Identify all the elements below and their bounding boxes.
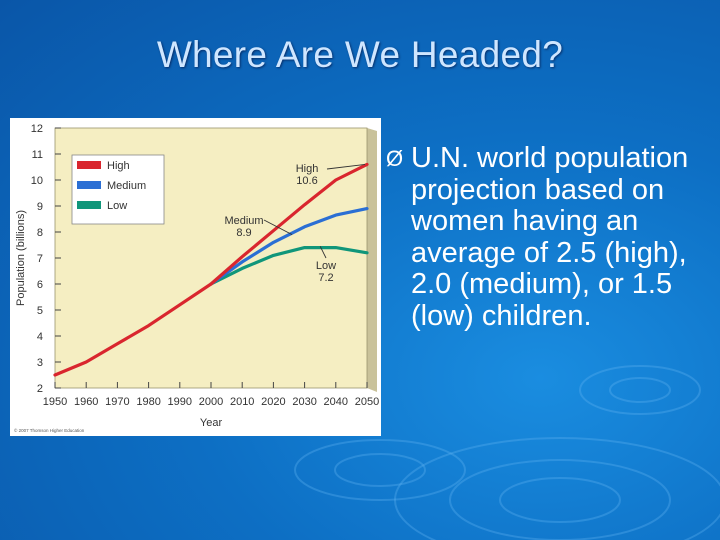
- legend-swatch-low: [77, 201, 101, 209]
- y-axis-label: Population (billions): [15, 210, 27, 306]
- y-tick-label: 8: [37, 227, 43, 239]
- series-line-low: [209, 246, 369, 286]
- y-tick-label: 11: [32, 149, 43, 161]
- annotation-leader-high: [326, 163, 366, 170]
- y-tick-label: 2: [37, 383, 43, 395]
- copyright-credit: © 2007 Thomson Higher Education: [14, 427, 85, 433]
- series-line-medium: [209, 206, 369, 286]
- chart-canvas: 2 3 4 5 6 7 8 9 10 11 12 1950 1960 1970 1980 1990 2000 20…: [14, 123, 379, 433]
- y-tick-label: 7: [37, 253, 43, 265]
- bullet-point: Ø U.N. world population projection based…: [386, 142, 716, 332]
- legend-swatch-medium: [77, 181, 101, 189]
- legend-swatch-high: [77, 161, 101, 169]
- series-line-high: [209, 162, 369, 286]
- population-projection-chart: 2 3 4 5 6 7 8 9 10 11 12 1950 1960 1970 1980 1990 2000 20…: [10, 118, 381, 436]
- legend-label-low: Low: [107, 200, 127, 212]
- x-tick-label: 1970: [105, 396, 129, 408]
- bullet-text: U.N. world population projection based o…: [411, 142, 689, 332]
- y-tick-label: 10: [31, 175, 43, 187]
- x-tick-label: 2030: [292, 396, 316, 408]
- annotation-label-medium: Medium: [224, 215, 263, 227]
- y-tick-label: 4: [37, 331, 43, 343]
- arrow-bullet-icon: Ø: [386, 146, 404, 171]
- x-tick-label: 1990: [168, 396, 192, 408]
- y-tick-label: 9: [37, 201, 43, 213]
- slide-title: Where Are We Headed?: [156, 34, 564, 75]
- x-tick-label: 2040: [324, 396, 348, 408]
- plot-side-depth: [367, 128, 377, 392]
- annotation-label-low: Low: [316, 260, 336, 272]
- annotation-label-high: High: [296, 163, 319, 175]
- legend-label-medium: Medium: [107, 180, 146, 192]
- x-tick-label: 2020: [261, 396, 285, 408]
- y-tick-label: 5: [37, 305, 43, 317]
- legend-label-high: High: [107, 160, 130, 172]
- annotation-value-high: 10.6: [296, 175, 317, 187]
- annotation-leader-medium: [263, 219, 293, 235]
- x-tick-label: 1980: [136, 396, 160, 408]
- x-tick-label: 1950: [43, 396, 67, 408]
- y-tick-label: 3: [37, 357, 43, 369]
- x-tick-label: 2010: [230, 396, 254, 408]
- x-tick-label: 2050: [355, 396, 379, 408]
- annotation-value-low: 7.2: [318, 272, 333, 284]
- x-axis-label: Year: [200, 417, 223, 429]
- y-tick-label: 6: [37, 279, 43, 291]
- annotation-leader-low: [319, 246, 327, 259]
- series-line-historical: [53, 282, 213, 377]
- y-tick-label: 12: [31, 123, 43, 135]
- x-tick-label: 1960: [74, 396, 98, 408]
- x-tick-label: 2000: [199, 396, 223, 408]
- annotation-value-medium: 8.9: [236, 227, 251, 239]
